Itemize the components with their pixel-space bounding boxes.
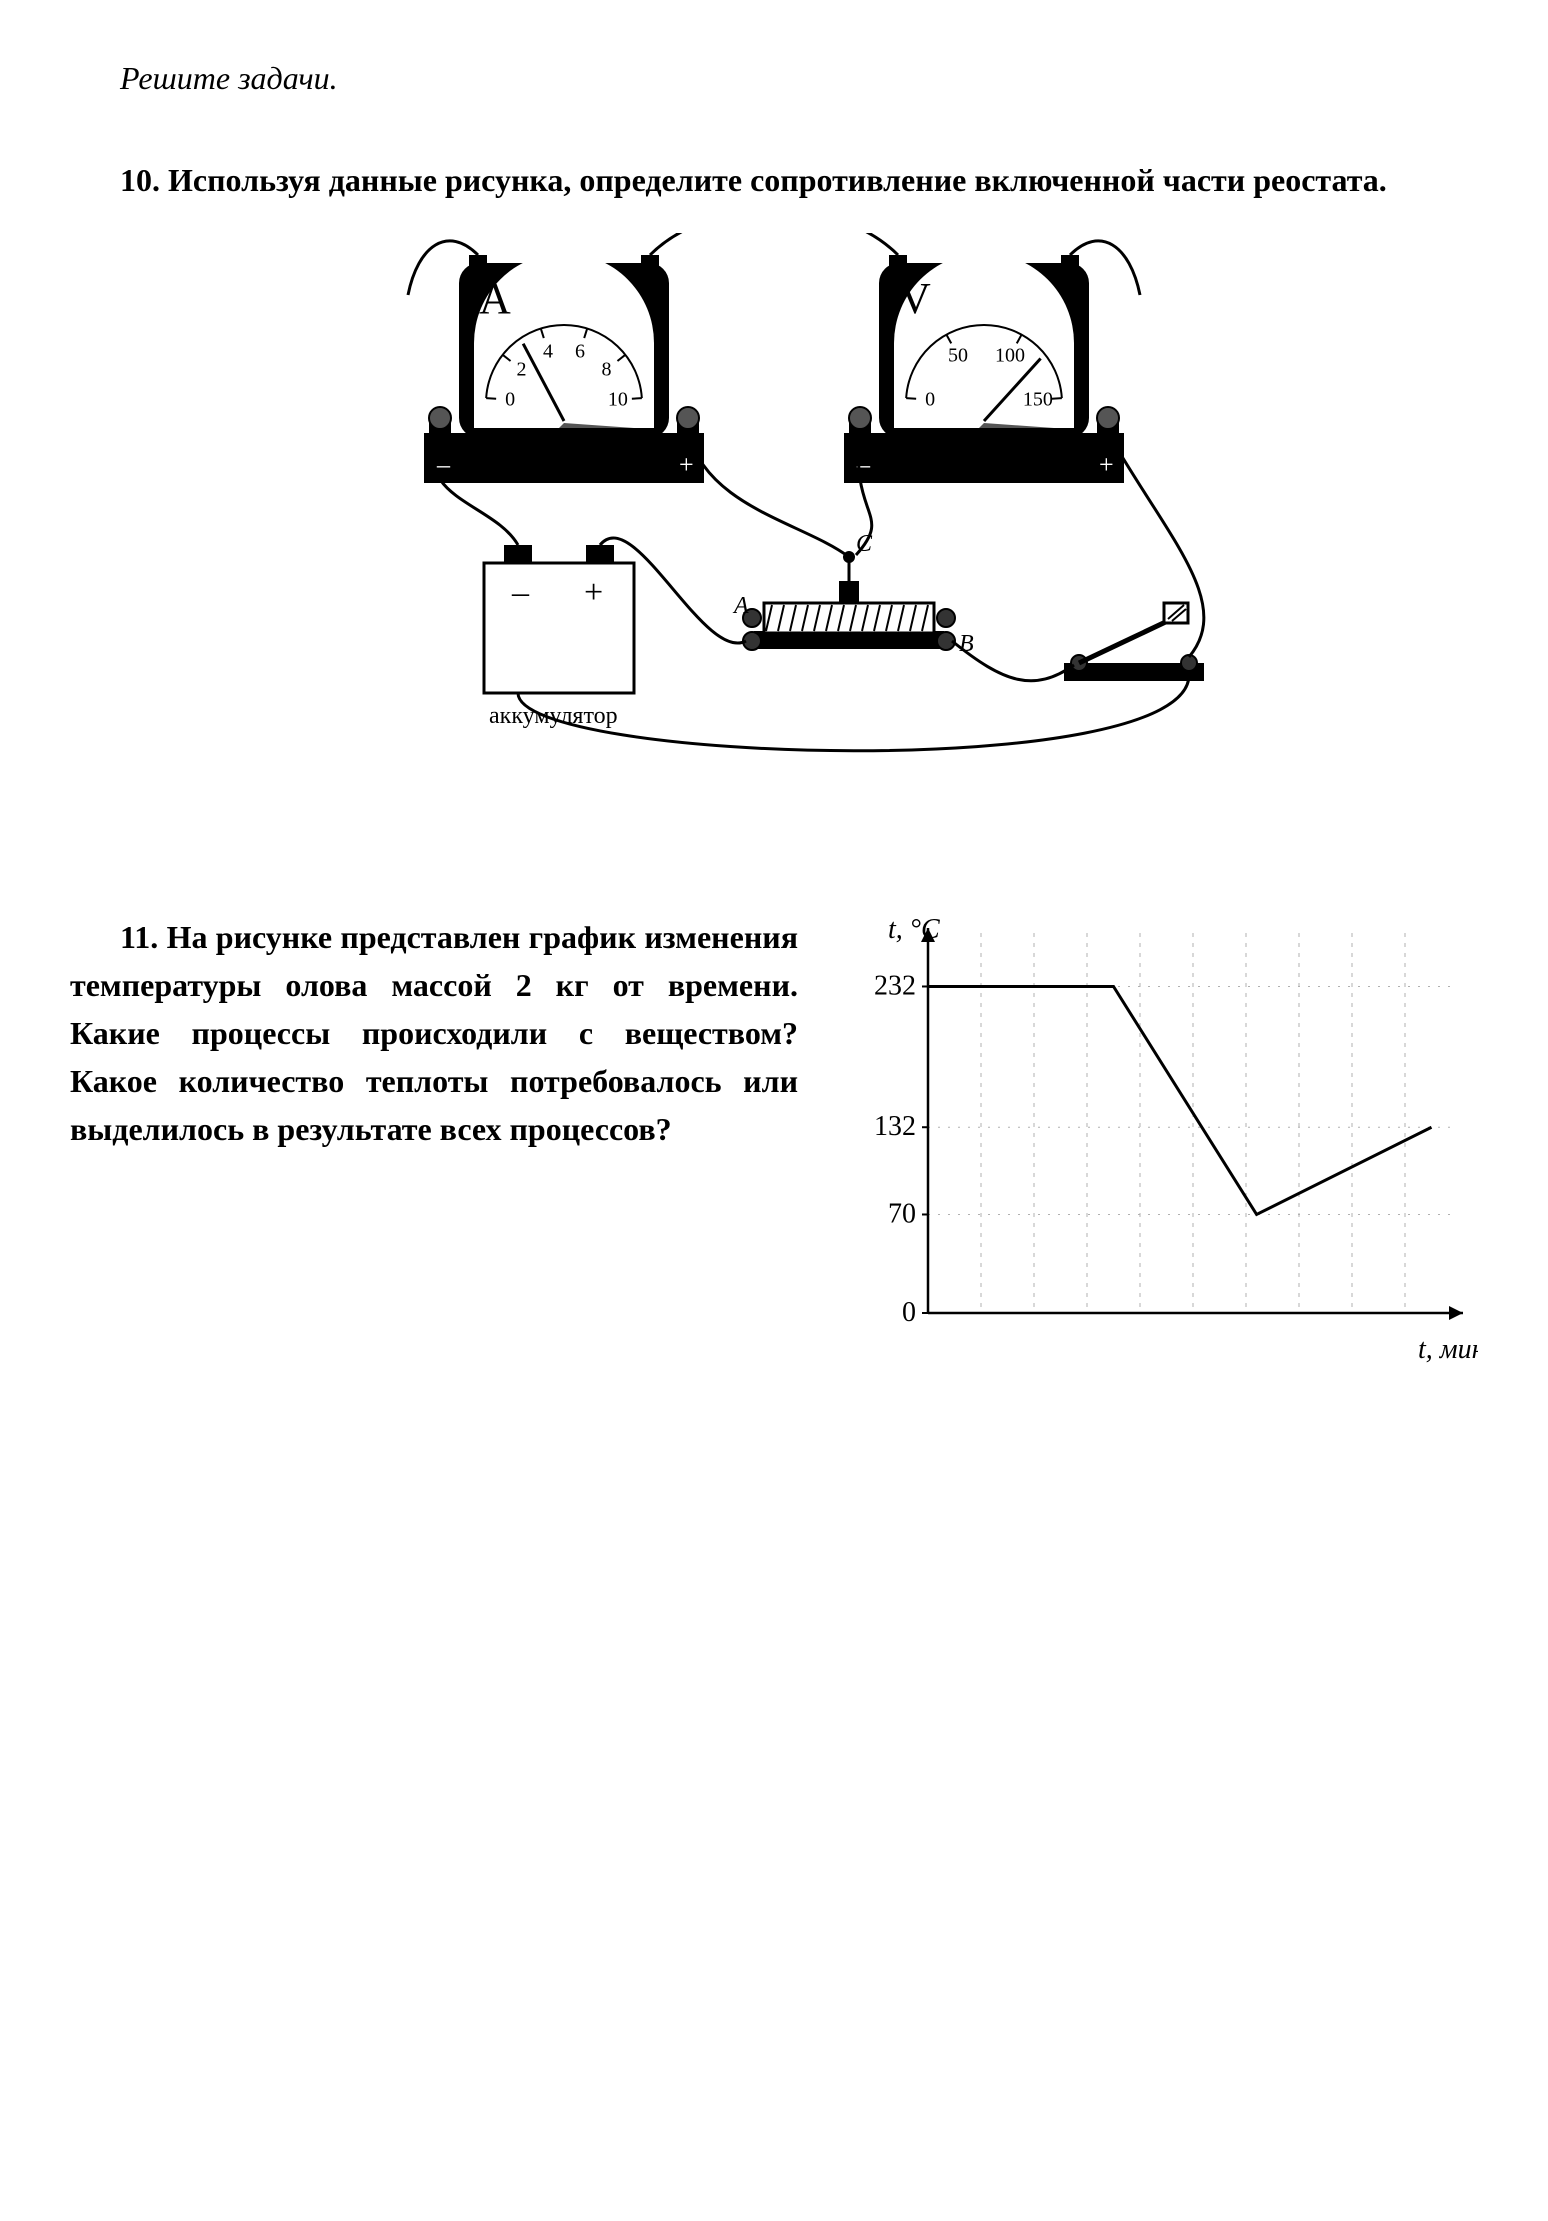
svg-text:8: 8 xyxy=(601,359,611,381)
svg-text:0: 0 xyxy=(925,389,935,411)
svg-text:232: 232 xyxy=(874,971,916,1002)
svg-text:4: 4 xyxy=(543,341,553,363)
instruction-text: Решите задачи. xyxy=(120,60,1478,97)
problem-11-number: 11. xyxy=(120,919,158,955)
svg-text:50: 50 xyxy=(948,345,968,367)
svg-text:10: 10 xyxy=(608,389,628,411)
svg-text:0: 0 xyxy=(505,389,515,411)
circuit-diagram: –+0246810А–+050100150V–+аккумуляторABC xyxy=(70,233,1478,793)
svg-text:2: 2 xyxy=(517,359,527,381)
temperature-chart: 0 70 132 232 t, °C t, мин xyxy=(838,913,1478,1373)
svg-text:A: A xyxy=(732,593,749,619)
problem-10-text: Используя данные рисунка, определите соп… xyxy=(168,162,1387,198)
svg-text:6: 6 xyxy=(575,341,585,363)
svg-text:t, мин: t, мин xyxy=(1418,1334,1478,1365)
svg-text:t, °C: t, °C xyxy=(888,914,940,945)
svg-text:132: 132 xyxy=(874,1112,916,1143)
svg-text:+: + xyxy=(1099,450,1114,479)
svg-text:+: + xyxy=(584,574,603,611)
svg-text:150: 150 xyxy=(1023,389,1053,411)
problem-11-text: На рисунке представлен график изменения … xyxy=(70,919,798,1147)
problem-10: 10. Используя данные рисунка, определите… xyxy=(70,157,1478,203)
problem-11: 11. На рисунке представлен график измене… xyxy=(70,913,798,1153)
svg-text:70: 70 xyxy=(888,1199,916,1230)
svg-text:аккумулятор: аккумулятор xyxy=(489,703,618,729)
svg-text:V: V xyxy=(899,274,931,323)
svg-text:+: + xyxy=(679,450,694,479)
svg-text:А: А xyxy=(479,274,511,323)
svg-text:–: – xyxy=(511,574,530,611)
svg-text:0: 0 xyxy=(902,1297,916,1328)
problem-10-number: 10. xyxy=(120,162,160,198)
svg-text:100: 100 xyxy=(995,345,1025,367)
